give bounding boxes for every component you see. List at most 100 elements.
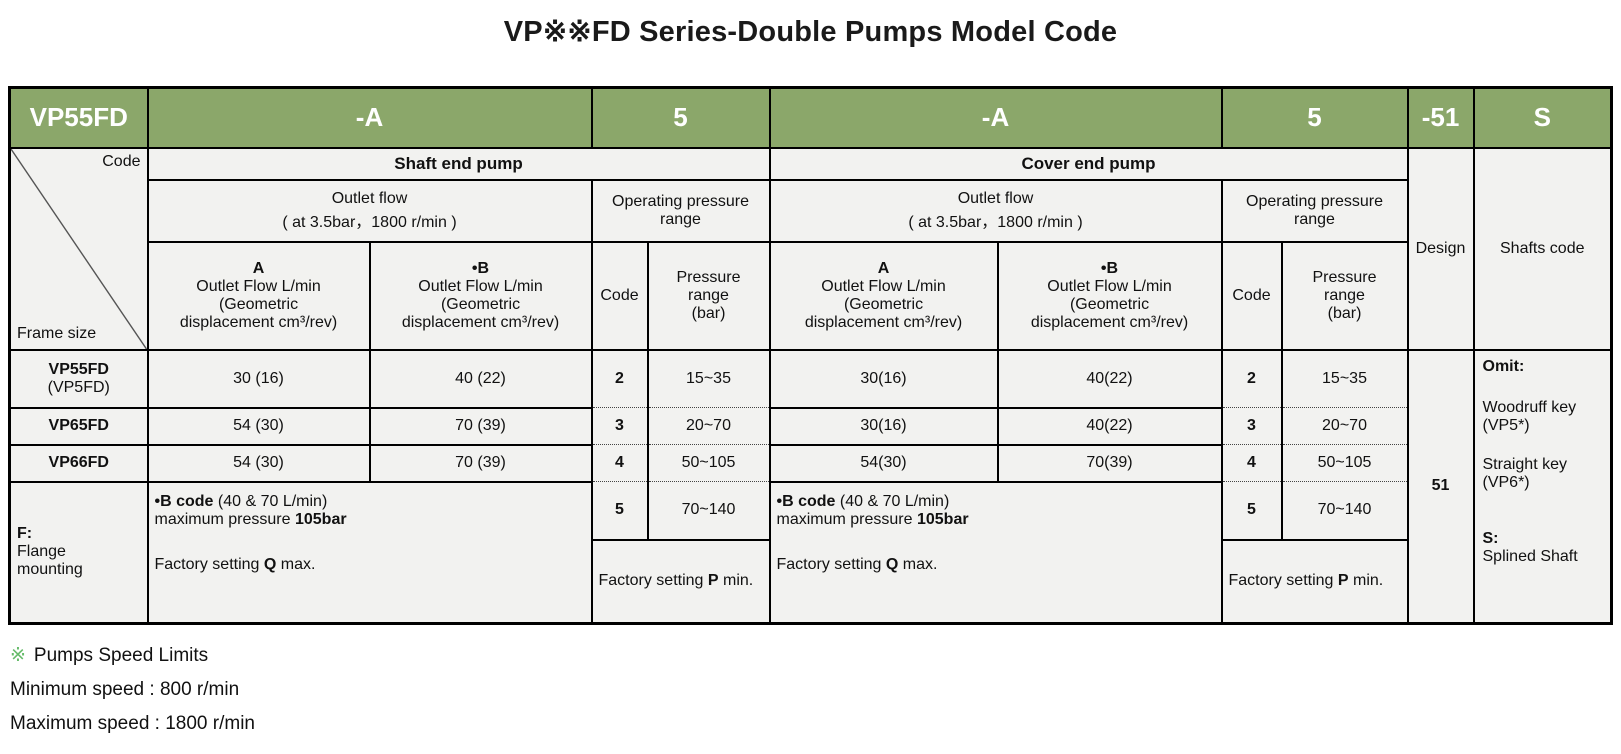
speed-limit-notes: ※ Pumps Speed Limits Minimum speed : 800 … (10, 644, 1621, 735)
shaft-operating-pressure-header: Operating pressure range (590, 178, 771, 243)
col-a-label: A (252, 259, 265, 277)
bottom-row-b: Factory setting P min. Factory setting P… (10, 538, 1612, 625)
maximum-speed-note: Maximum speed : 1800 r/min (10, 713, 255, 734)
shaft-outlet-flow-header: Outlet flow ( at 3.5bar，1800 r/min ) (146, 178, 593, 243)
model-code-shaft-flow: -A (146, 86, 593, 149)
shaft-code-value: 2 (590, 348, 649, 408)
shaft-bcode-note: •B code (40 & 70 L/min) maximum pressure… (146, 480, 593, 625)
model-code-cover-pressure: 5 (1220, 86, 1409, 149)
frame-name: VP65FD (8, 406, 149, 446)
page-title: VP※※FD Series-Double Pumps Model Code (503, 16, 1118, 48)
col-b-desc: Outlet Flow L/min (Geometric displacemen… (1030, 277, 1189, 331)
bcode-max-pressure-value: 105bar (294, 510, 347, 528)
minimum-speed-note: Minimum speed : 800 r/min (10, 679, 240, 700)
factory-q-suffix: max. (898, 555, 938, 573)
mounting-code: F: (17, 525, 33, 543)
cover-code-value: 3 (1220, 407, 1283, 445)
shafts-code-header: Shafts code (1472, 146, 1613, 351)
mounting-desc: Flange mounting (17, 543, 83, 579)
cover-code-value: 5 (1220, 481, 1283, 541)
cover-code-value: 2 (1220, 348, 1283, 408)
bcode-max-pressure: maximum pressure (154, 510, 295, 528)
factory-q-bold: Q (263, 555, 277, 573)
cover-pressure-range-header: Pressure range (bar) (1280, 240, 1409, 351)
bcode-label: •B code (154, 492, 214, 510)
factory-p-bold: P (1337, 572, 1349, 590)
col-a-desc: Outlet Flow L/min (Geometric displacemen… (804, 277, 963, 331)
table-row-vp65fd: VP65FD 54 (30) 70 (39) 3 20~70 30(16) 40… (8, 406, 1612, 446)
frame-model-alt: (VP5FD) (47, 378, 110, 396)
shafts-code-panel: Omit: Woodruff key (VP5*) Straight key (… (1472, 348, 1613, 625)
pumps-speed-limits-text: Pumps Speed Limits (33, 645, 209, 666)
table-row-vp55fd: VP55FD (VP5FD) 30 (16) 40 (22) 2 15~35 3… (8, 348, 1613, 625)
model-code-frame: VP55FD (8, 86, 149, 149)
cover-pressure-value: 15~35 (1280, 348, 1409, 408)
model-code-table: VP55FD -A 5 -A 5 -51 S Code Frame size S… (8, 86, 1613, 625)
shaft-code-header: Code (590, 240, 649, 351)
shaft-pressure-value: 15~35 (646, 348, 771, 408)
shaft-a-value: 30 (16) (146, 348, 371, 409)
col-b-desc: Outlet Flow L/min (Geometric displacemen… (401, 277, 560, 331)
factory-setting-q: Factory setting Q max. (155, 556, 585, 574)
bottom-row-a: F: Flange mounting •B code (40 & 70 L/mi… (8, 480, 1612, 625)
factory-p-bold: P (707, 572, 719, 590)
model-code-shafts: S (1472, 86, 1613, 149)
bcode-max-pressure: maximum pressure (776, 510, 917, 528)
shafts-s-desc: Splined Shaft (1482, 547, 1578, 565)
factory-p-prefix: Factory setting (598, 572, 708, 590)
cover-pressure-value: 50~105 (1280, 444, 1409, 482)
bcode-line: •B code (40 & 70 L/min) maximum pressure… (777, 493, 1215, 529)
cover-pressure-value: 20~70 (1280, 407, 1409, 445)
shaft-b-value: 70 (39) (368, 406, 593, 446)
shaft-pressure-value: 70~140 (646, 481, 771, 541)
design-value: 51 (1406, 348, 1475, 625)
shaft-a-value: 54 (30) (146, 406, 371, 446)
cover-code-value: 4 (1220, 444, 1283, 482)
corner-frame-size-label: Frame size (17, 324, 97, 342)
factory-q-prefix: Factory setting (776, 555, 886, 573)
cover-b-value: 70(39) (996, 443, 1223, 483)
frame-name: VP66FD (8, 443, 149, 483)
col-b-label: •B (1100, 259, 1119, 277)
model-code-design: -51 (1406, 86, 1475, 149)
cover-col-b-header: •B Outlet Flow L/min (Geometric displace… (996, 240, 1223, 351)
shaft-pressure-value: 50~105 (646, 444, 771, 482)
shaft-b-value: 70 (39) (368, 443, 593, 483)
shaft-factory-setting-p: Factory setting P min. (590, 538, 771, 625)
col-b-label: •B (471, 259, 490, 277)
mounting-cell: F: Flange mounting (8, 480, 149, 625)
factory-q-suffix: max. (276, 555, 316, 573)
bcode-rest: (40 & 70 L/min) (213, 492, 328, 510)
cover-outlet-flow-header: Outlet flow ( at 3.5bar，1800 r/min ) (768, 178, 1223, 243)
design-header: Design (1406, 146, 1475, 351)
frame-model: VP55FD (48, 360, 109, 378)
shaft-col-a-header: A Outlet Flow L/min (Geometric displacem… (146, 240, 371, 351)
bcode-label: •B code (776, 492, 836, 510)
cover-col-a-header: A Outlet Flow L/min (Geometric displacem… (768, 240, 999, 351)
cover-end-pump-header: Cover end pump (768, 146, 1409, 181)
table-row-vp66fd: VP66FD 54 (30) 70 (39) 4 50~105 54(30) 7… (8, 443, 1612, 483)
model-code-shaft-pressure: 5 (590, 86, 771, 149)
shafts-omit-label: Omit: (1482, 357, 1525, 375)
shaft-pressure-value: 20~70 (646, 407, 771, 445)
reference-mark-icon: ※ (10, 645, 26, 666)
shaft-code-value: 3 (590, 407, 649, 445)
factory-q-prefix: Factory setting (154, 555, 264, 573)
cover-code-header: Code (1220, 240, 1283, 351)
bcode-max-pressure-value: 105bar (916, 510, 969, 528)
cover-bcode-note: •B code (40 & 70 L/min) maximum pressure… (768, 480, 1223, 625)
shaft-b-value: 40 (22) (368, 348, 593, 409)
factory-q-bold: Q (885, 555, 899, 573)
subheader-row: Outlet flow ( at 3.5bar，1800 r/min ) Ope… (10, 178, 1612, 243)
shafts-s-label: S: (1482, 529, 1499, 547)
shaft-end-pump-header: Shaft end pump (146, 146, 771, 181)
cover-pressure-value: 70~140 (1280, 481, 1409, 541)
shafts-straight-key: Straight key (VP6*) (1482, 455, 1567, 491)
shafts-woodruff-key: Woodruff key (VP5*) (1482, 398, 1577, 434)
shaft-code-value: 4 (590, 444, 649, 482)
cover-b-value: 40(22) (996, 348, 1223, 409)
bcode-line: •B code (40 & 70 L/min) maximum pressure… (155, 493, 585, 529)
shaft-pressure-range-header: Pressure range (bar) (646, 240, 771, 351)
corner-code-label: Code (102, 152, 141, 170)
model-code-row: VP55FD -A 5 -A 5 -51 S (8, 86, 1613, 149)
